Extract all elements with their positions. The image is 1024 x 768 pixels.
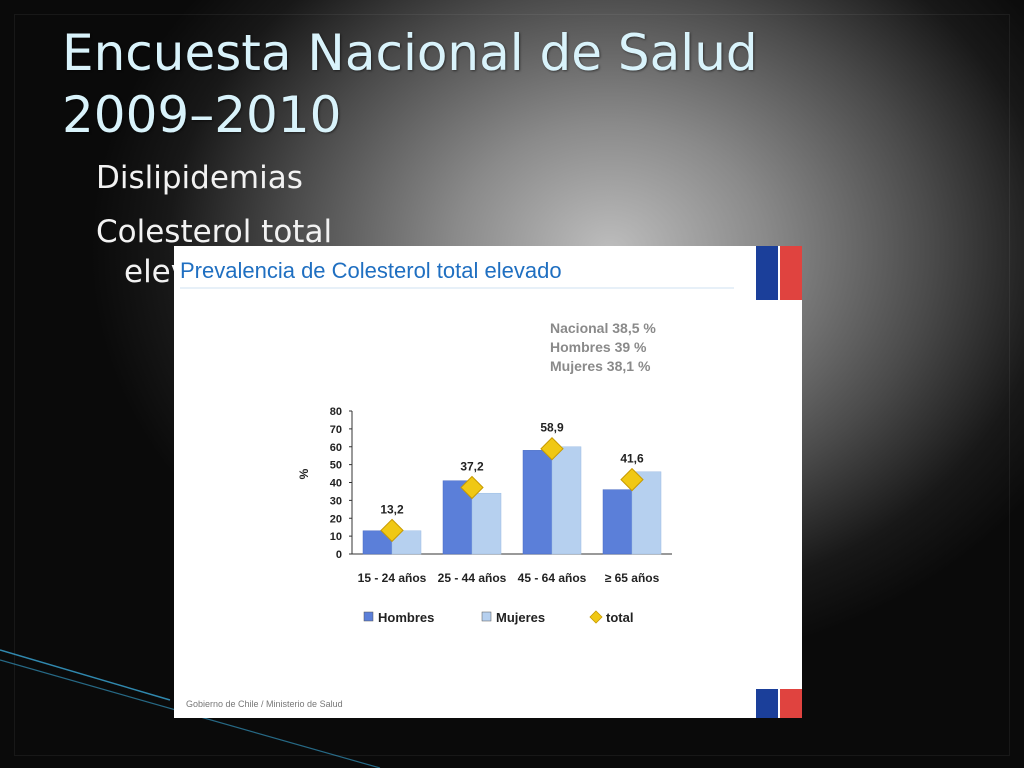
y-tick-label: 50	[330, 460, 342, 472]
y-axis-label: %	[297, 468, 311, 479]
flag-bottom-red	[780, 689, 802, 718]
flag-top-red	[780, 246, 802, 300]
chart-axes: 0 10 20 30 40 50 60 70 80%	[297, 406, 672, 561]
total-marker	[380, 518, 404, 543]
legend-swatch-hombres	[363, 611, 374, 622]
y-tick-label: 80	[330, 406, 342, 418]
chart-title: Prevalencia de Colesterol total elevado	[180, 258, 562, 283]
chart-footer: Gobierno de Chile / Ministerio de Salud	[186, 699, 343, 709]
y-tick-label: 0	[336, 549, 342, 561]
total-data-label: 41,6	[620, 452, 644, 466]
bar-hombres	[522, 450, 553, 555]
bullet-colesterol-line1: Colesterol total	[96, 214, 333, 250]
total-data-label: 13,2	[380, 502, 404, 516]
total-marker	[540, 437, 564, 461]
chart-bars: 15 - 24 años 25 - 44 años 45 - 64 años ≥ 65…	[358, 446, 662, 585]
title-line-2: 2009–2010	[62, 86, 342, 144]
y-tick-label: 40	[330, 478, 342, 490]
bar-mujeres	[391, 530, 422, 555]
summary-line: Nacional 38,5 %	[550, 320, 656, 336]
total-markers: 13,2 37,2 58,9 41,6	[380, 421, 644, 543]
total-data-label: 58,9	[540, 421, 564, 435]
y-tick-label: 60	[330, 442, 342, 454]
legend-label-total: total	[606, 610, 633, 625]
x-tick-label: 15 - 24 años	[358, 571, 427, 585]
title-line-1: Encuesta Nacional de Salud	[62, 24, 758, 82]
chart-legend: Hombres Mujeres total	[363, 610, 633, 625]
y-tick-label: 20	[330, 513, 342, 525]
chart-svg: Prevalencia de Colesterol total elevado …	[180, 246, 802, 718]
x-tick-label: ≥ 65 años	[605, 571, 660, 585]
bar-mujeres	[551, 446, 582, 555]
legend-swatch-total	[589, 610, 603, 624]
summary-line: Mujeres 38,1 %	[550, 358, 651, 374]
total-marker	[460, 475, 484, 500]
y-tick-label: 30	[330, 495, 342, 507]
slide-frame	[14, 14, 1010, 756]
x-tick-label: 45 - 64 años	[518, 571, 587, 585]
y-tick-label: 70	[330, 424, 342, 436]
summary-block: Nacional 38,5 % Hombres 39 % Mujeres 38,1 …	[550, 320, 656, 374]
slide-title: Encuesta Nacional de Salud 2009–2010	[62, 22, 882, 146]
legend-label-mujeres: Mujeres	[496, 610, 545, 625]
y-tick-label: 10	[330, 531, 342, 543]
legend-label-hombres: Hombres	[378, 610, 434, 625]
total-marker	[620, 467, 644, 492]
bar-hombres	[602, 489, 633, 555]
summary-line: Hombres 39 %	[550, 339, 647, 355]
bar-mujeres	[471, 492, 502, 555]
bullet-dislipidemias: Dislipidemias	[96, 160, 303, 196]
chart-panel: Prevalencia de Colesterol total elevado …	[174, 246, 802, 718]
flag-top-blue	[756, 246, 778, 300]
x-tick-label: 25 - 44 años	[438, 571, 507, 585]
total-data-label: 37,2	[460, 460, 484, 474]
flag-bottom-blue	[756, 689, 778, 718]
legend-swatch-mujeres	[481, 611, 492, 622]
